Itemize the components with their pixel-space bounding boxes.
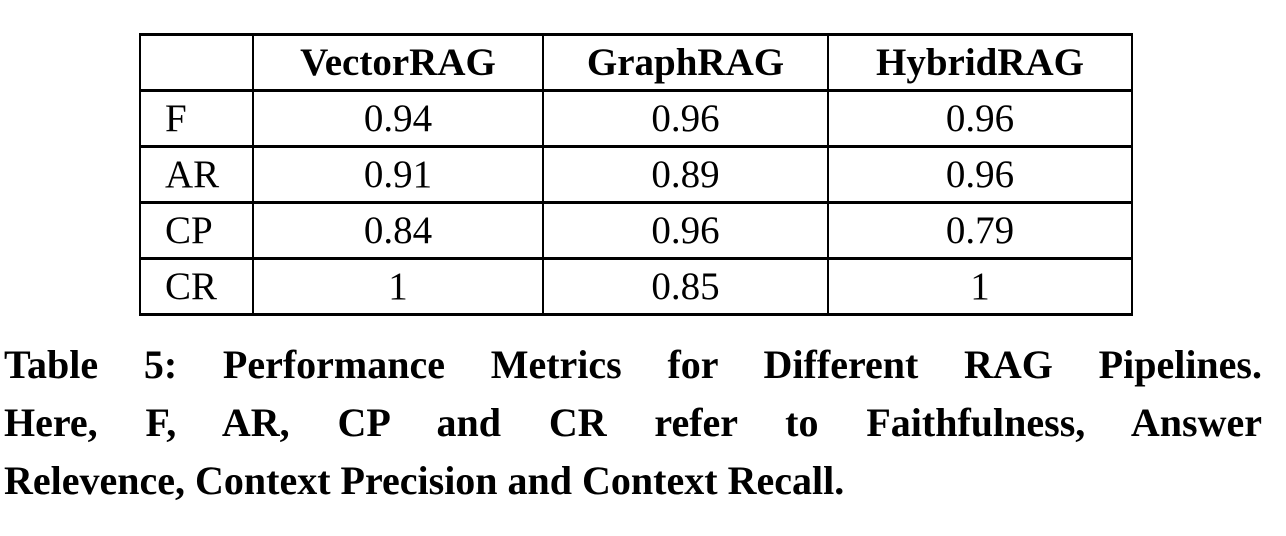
cell-f-hybridrag: 0.96	[827, 89, 1133, 148]
cell-ar-vectorrag: 0.91	[252, 145, 544, 204]
row-label-cr: CR	[139, 257, 254, 316]
cell-cp-vectorrag: 0.84	[252, 201, 544, 260]
header-cell-empty	[139, 33, 254, 92]
cell-ar-graphrag: 0.89	[542, 145, 829, 204]
table-row-cp: CP 0.84 0.96 0.79	[139, 201, 1133, 260]
cell-ar-hybridrag: 0.96	[827, 145, 1133, 204]
cell-f-vectorrag: 0.94	[252, 89, 544, 148]
cell-cr-hybridrag: 1	[827, 257, 1133, 316]
caption-line-1: Table 5: Performance Metrics for Differe…	[4, 342, 1262, 387]
table-header-row: VectorRAG GraphRAG HybridRAG	[139, 33, 1133, 92]
row-label-ar: AR	[139, 145, 254, 204]
header-cell-graphrag: GraphRAG	[542, 33, 829, 92]
table-row-f: F 0.94 0.96 0.96	[139, 89, 1133, 148]
table-row-cr: CR 1 0.85 1	[139, 257, 1133, 316]
cell-cp-hybridrag: 0.79	[827, 201, 1133, 260]
header-cell-hybridrag: HybridRAG	[827, 33, 1133, 92]
cell-cp-graphrag: 0.96	[542, 201, 829, 260]
cell-cr-graphrag: 0.85	[542, 257, 829, 316]
rag-metrics-table: VectorRAG GraphRAG HybridRAG F 0.94 0.96…	[139, 33, 1133, 316]
table-caption: Table 5: Performance Metrics for Differe…	[4, 336, 1262, 510]
cell-cr-vectorrag: 1	[252, 257, 544, 316]
caption-line-3: Relevence, Context Precision and Context…	[4, 458, 845, 503]
table-row-ar: AR 0.91 0.89 0.96	[139, 145, 1133, 204]
row-label-f: F	[139, 89, 254, 148]
cell-f-graphrag: 0.96	[542, 89, 829, 148]
caption-line-2: Here, F, AR, CP and CR refer to Faithful…	[4, 400, 1262, 445]
row-label-cp: CP	[139, 201, 254, 260]
header-cell-vectorrag: VectorRAG	[252, 33, 544, 92]
